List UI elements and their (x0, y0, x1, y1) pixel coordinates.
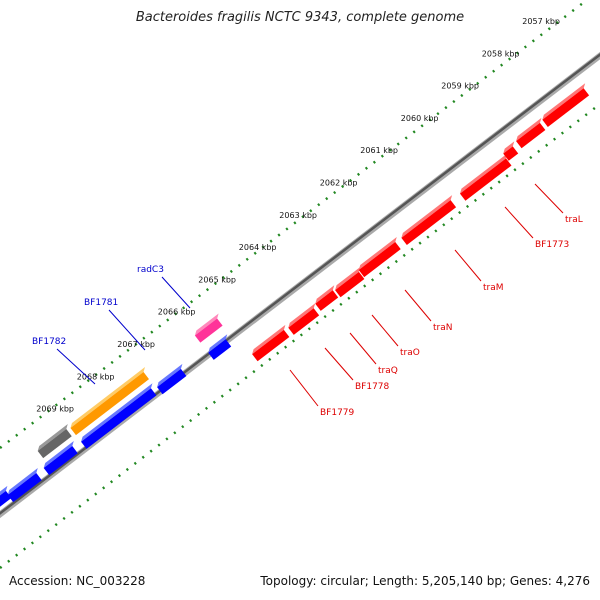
red-gene-3[interactable] (315, 285, 339, 311)
tick-label-2058: 2058 kbp (482, 49, 520, 58)
outer-gene-labels: radC3 BF1781 BF1782 (32, 265, 191, 385)
gene-label-BF1778[interactable]: BF1778 (355, 382, 390, 392)
red-gene-9[interactable] (516, 117, 546, 149)
tick-label-2061: 2061 kbp (360, 146, 398, 155)
leader-line-BF1781 (108, 309, 146, 351)
gene-label-traQ[interactable]: traQ (378, 366, 398, 376)
gene-label-BF1781[interactable]: BF1781 (84, 298, 118, 308)
accession-text: Accession: NC_003228 (9, 574, 146, 588)
tick-label-2068: 2068 kbp (77, 372, 115, 381)
leader-line-BF1778 (324, 347, 354, 381)
tick-label-2059: 2059 kbp (441, 82, 479, 91)
red-gene-7[interactable] (459, 153, 512, 201)
leader-line-BF1773 (504, 206, 534, 239)
gray-gene[interactable] (37, 424, 72, 459)
orange-gene[interactable] (70, 367, 149, 436)
tick-label-2067: 2067 kbp (117, 340, 155, 349)
red-gene-2[interactable] (288, 303, 320, 335)
gene-label-BF1773[interactable]: BF1773 (535, 240, 569, 250)
blue-gene-1[interactable] (208, 334, 232, 360)
leader-line-traO (371, 314, 399, 347)
tick-label-2069: 2069 kbp (36, 405, 74, 414)
leader-line-traL (534, 183, 564, 214)
red-gene-5[interactable] (358, 237, 401, 278)
gene-label-traO[interactable]: traO (400, 348, 420, 358)
leader-line-traN (404, 289, 432, 322)
gene-features (0, 83, 590, 516)
leader-line-BF1779 (289, 369, 319, 407)
gene-label-BF1782[interactable]: BF1782 (32, 337, 66, 347)
leader-line-radC3 (161, 276, 191, 309)
blue-gene-4[interactable] (43, 441, 78, 476)
blue-gene-2[interactable] (81, 383, 157, 449)
tick-label-2063: 2063 kbp (279, 211, 317, 220)
blue-gene-5[interactable] (7, 468, 42, 503)
gene-label-traN[interactable]: traN (433, 323, 452, 333)
tick-label-2066: 2066 kbp (158, 308, 196, 317)
red-gene-1[interactable] (252, 324, 290, 362)
tick-label-2065: 2065 kbp (198, 275, 236, 284)
map-title: Bacteroides fragilis NCTC 9343, complete… (135, 10, 465, 25)
kbp-ticks: 2057 kbp 2058 kbp 2059 kbp 2060 kbp 2061 kbp… (36, 17, 560, 414)
red-gene-10[interactable] (542, 83, 590, 127)
red-gene-4[interactable] (335, 266, 365, 298)
gene-label-radC3[interactable]: radC3 (137, 265, 164, 275)
inner-ruler (0, 103, 600, 569)
gene-label-traM[interactable]: traM (483, 283, 504, 293)
leader-line-BF1782 (56, 348, 96, 385)
red-gene-6[interactable] (401, 195, 457, 245)
genome-stats-text: Topology: circular; Length: 5,205,140 bp… (260, 574, 590, 588)
blue-gene-6[interactable] (0, 485, 12, 516)
red-gene-8[interactable] (503, 141, 519, 161)
pink-gene[interactable] (194, 313, 223, 343)
leader-line-traM (454, 249, 482, 282)
gene-label-BF1779[interactable]: BF1779 (320, 408, 355, 418)
tick-label-2057: 2057 kbp (522, 17, 560, 26)
blue-gene-3[interactable] (157, 363, 187, 395)
tick-label-2064: 2064 kbp (239, 243, 277, 252)
tick-label-2060: 2060 kbp (401, 114, 439, 123)
leader-line-traQ (349, 332, 377, 365)
tick-label-2062: 2062 kbp (320, 179, 358, 188)
genome-backbone (0, 51, 600, 519)
gene-label-traL[interactable]: traL (565, 215, 583, 225)
